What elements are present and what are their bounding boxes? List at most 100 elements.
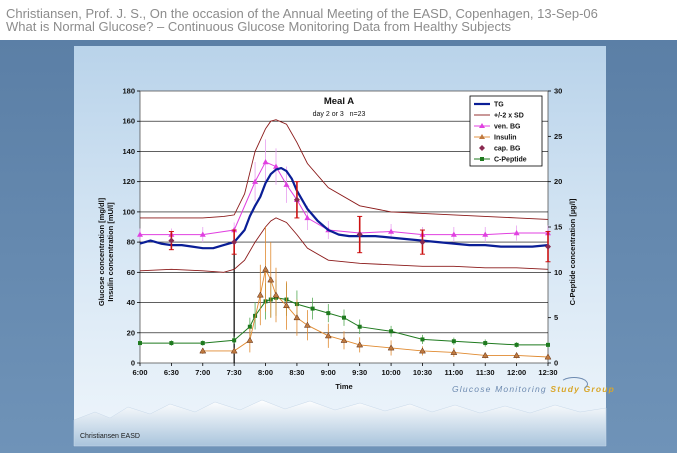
y-right-tick-label: 5 xyxy=(554,313,558,322)
x-tick-label: 12:30 xyxy=(538,368,557,377)
insulin-point xyxy=(387,344,395,351)
insulin-point xyxy=(230,347,238,354)
x-tick-label: 8:30 xyxy=(289,368,304,377)
legend-box xyxy=(469,95,543,167)
logo-text-a: Glucose Monitoring xyxy=(452,384,551,394)
insulin-point xyxy=(544,353,552,360)
insulin-point xyxy=(356,341,364,348)
venbg-point xyxy=(304,214,311,221)
y-tick-label: 120 xyxy=(122,177,135,186)
legend-entry-label: cap. BG xyxy=(494,146,521,153)
legend-entry-label: Insulin xyxy=(494,135,517,142)
y-tick-label: 60 xyxy=(127,268,135,277)
y-axis-label-left-1: Glucose concentration [mg/dl] xyxy=(97,197,106,306)
insulin-point xyxy=(419,347,426,354)
x-tick-label: 6:00 xyxy=(132,368,147,377)
legend-swatch-marker xyxy=(479,145,485,151)
sd-upper-line xyxy=(140,119,549,220)
y-axis-label-left-2: Insulin concentration [mU/l] xyxy=(106,202,115,302)
cpeptide-point xyxy=(451,339,456,344)
cpeptide-point xyxy=(357,324,362,329)
cpeptide-point xyxy=(326,311,331,316)
cpeptide-point xyxy=(514,342,519,347)
x-tick-label: 9:00 xyxy=(321,368,336,377)
y-axis-label-right: C-Peptide concentration [µg/l] xyxy=(568,198,577,305)
study-group-logo: Glucose Monitoring Study Group xyxy=(452,384,615,394)
capbg-point xyxy=(231,239,238,246)
insulin-point xyxy=(246,336,254,343)
slide-header: Christiansen, Prof. J. S., On the occasi… xyxy=(0,0,677,40)
venbg-point xyxy=(283,181,290,187)
insulin-point xyxy=(324,332,332,339)
legend-entry-label: C-Peptide xyxy=(494,157,527,164)
venbg-line xyxy=(140,161,548,236)
x-tick-label: 7:30 xyxy=(227,368,242,377)
cpeptide-point xyxy=(310,306,315,311)
x-tick-label: 9:30 xyxy=(352,368,367,377)
x-axis-label: Time xyxy=(335,382,352,391)
cpeptide-point xyxy=(546,342,550,347)
header-citation: Christiansen, Prof. J. S., On the occasi… xyxy=(6,6,598,21)
insulin-point xyxy=(267,276,275,283)
capbg-point xyxy=(545,243,551,250)
x-tick-label: 7:00 xyxy=(195,368,210,377)
capbg-point xyxy=(419,239,426,246)
header-subtitle: What is Normal Glucose? – Continuous Glu… xyxy=(6,19,512,34)
venbg-point xyxy=(513,230,520,236)
legend-swatch-marker xyxy=(480,157,484,161)
capbg-point xyxy=(168,237,175,244)
y-tick-label: 20 xyxy=(127,328,135,337)
x-tick-label: 8:00 xyxy=(258,368,273,377)
y-tick-label: 40 xyxy=(127,298,135,307)
footer-credit: Christiansen EASD xyxy=(80,433,140,440)
insulin-point xyxy=(256,291,264,298)
legend-swatch-marker xyxy=(479,123,485,128)
y-tick-label: 0 xyxy=(131,359,135,368)
legend-swatch-marker xyxy=(479,134,485,139)
x-tick-label: 12:00 xyxy=(507,368,526,377)
insulin-point xyxy=(293,314,301,321)
insulin-point xyxy=(272,291,280,298)
cpeptide-point xyxy=(232,338,237,343)
y-tick-label: 160 xyxy=(122,117,135,126)
cpeptide-point xyxy=(420,337,425,342)
insulin-point xyxy=(199,347,207,354)
cpeptide-point xyxy=(169,341,174,346)
cpeptide-point xyxy=(389,329,394,334)
insulin-point xyxy=(450,348,458,355)
venbg-point xyxy=(262,159,269,165)
cpeptide-point xyxy=(342,315,346,320)
glacier-decoration xyxy=(73,399,607,447)
y-right-tick-label: 0 xyxy=(554,359,558,368)
venbg-point xyxy=(482,231,489,237)
x-tick-label: 10:30 xyxy=(413,368,432,377)
y-right-tick-label: 15 xyxy=(554,223,562,232)
legend-entry-label: +/-2 x SD xyxy=(494,113,524,120)
insulin-point xyxy=(303,321,311,328)
insulin-point xyxy=(513,351,521,358)
insulin-point xyxy=(340,336,348,343)
venbg-point xyxy=(450,231,457,237)
x-tick-label: 11:30 xyxy=(476,368,495,377)
capbg-point xyxy=(293,196,300,203)
y-right-tick-label: 10 xyxy=(554,268,562,277)
legend: TG +/-2 x SD ven. BG Insulin cap. BG C-Peptid… xyxy=(469,95,543,167)
sd-lower-line xyxy=(139,217,549,273)
tg-line xyxy=(139,167,549,250)
capbg-point xyxy=(356,231,363,238)
chart-title: Meal A xyxy=(324,96,354,107)
y-tick-label: 140 xyxy=(122,147,135,156)
venbg-point xyxy=(273,163,279,169)
y-tick-label: 180 xyxy=(122,87,135,96)
y-right-tick-label: 20 xyxy=(554,177,562,186)
cpeptide-point xyxy=(247,324,252,329)
x-tick-label: 6:30 xyxy=(164,368,179,377)
x-tick-label: 11:00 xyxy=(444,368,463,377)
logo-swoosh-icon xyxy=(560,377,588,391)
x-tick-label: 10:00 xyxy=(381,368,400,377)
insulin-point xyxy=(262,265,269,272)
y-tick-label: 80 xyxy=(127,238,135,247)
insulin-point xyxy=(481,351,489,358)
cpeptide-point xyxy=(483,341,488,346)
